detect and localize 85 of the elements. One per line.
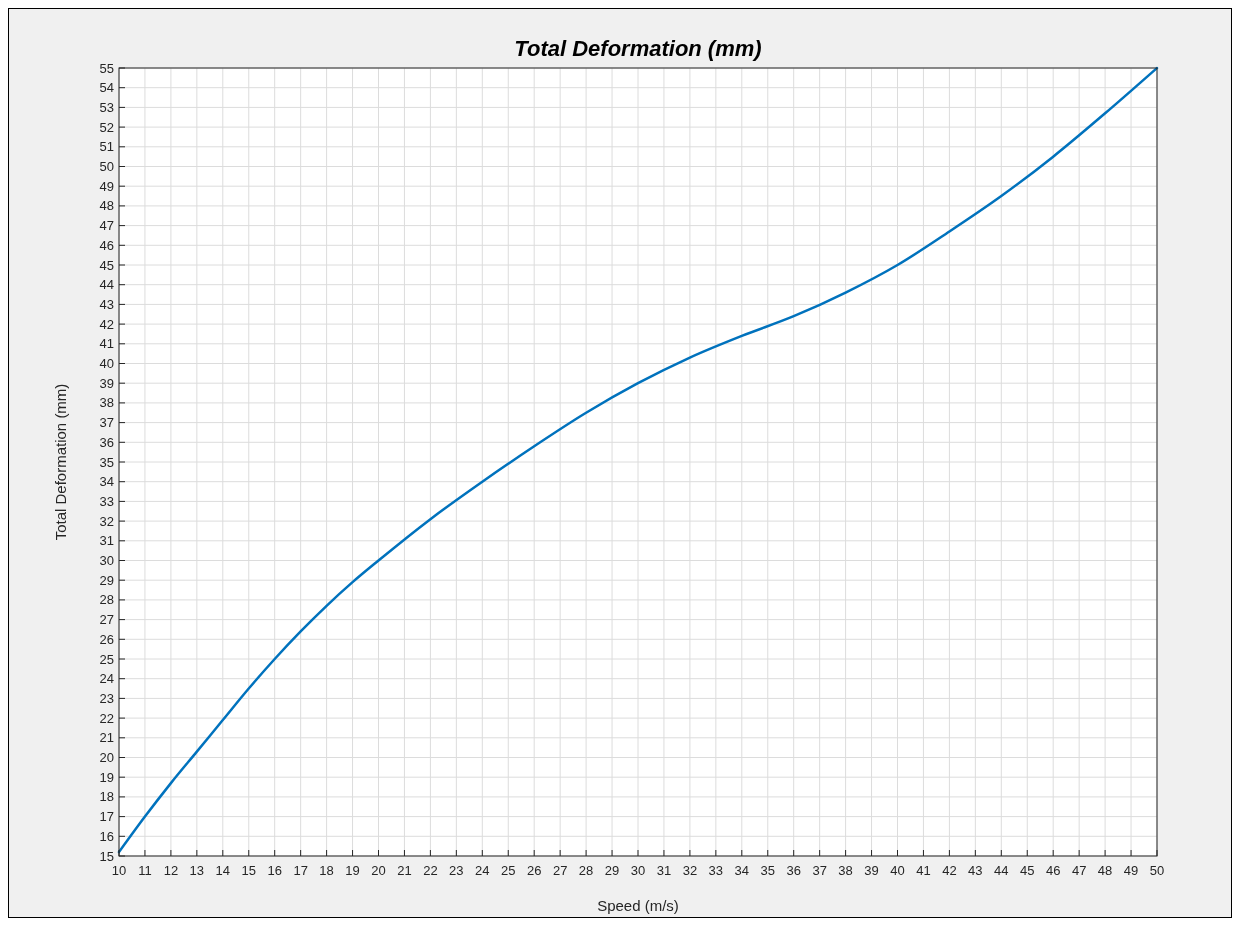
y-tick-label: 31 xyxy=(99,533,114,549)
y-tick-label: 43 xyxy=(99,296,114,312)
x-tick-label: 41 xyxy=(916,863,931,878)
x-tick-label: 32 xyxy=(682,863,698,878)
y-tick-label: 44 xyxy=(99,277,114,293)
x-tick-label: 20 xyxy=(371,863,386,878)
x-tick-label: 27 xyxy=(552,863,568,878)
x-tick-label: 45 xyxy=(1020,863,1035,878)
y-axis-title: Total Deformation (mm) xyxy=(52,383,69,541)
x-tick-label: 39 xyxy=(864,863,879,878)
x-tick-label: 12 xyxy=(163,863,179,878)
y-tick-label: 54 xyxy=(99,80,114,96)
x-tick-label: 28 xyxy=(578,863,594,878)
x-tick-label: 43 xyxy=(968,863,983,878)
y-tick-label: 42 xyxy=(99,316,114,332)
x-tick-label: 15 xyxy=(241,863,256,878)
x-tick-label: 16 xyxy=(267,863,282,878)
y-tick-label: 36 xyxy=(99,434,114,450)
y-tick-label: 37 xyxy=(99,415,114,431)
y-tick-label: 29 xyxy=(99,572,114,588)
x-tick-label: 18 xyxy=(319,863,334,878)
y-tick-label: 22 xyxy=(99,710,114,726)
y-tick-label: 34 xyxy=(99,474,114,490)
x-tick-label: 38 xyxy=(838,863,853,878)
x-tick-label: 37 xyxy=(812,863,827,878)
y-tick-label: 18 xyxy=(99,789,114,805)
x-tick-label: 49 xyxy=(1123,863,1139,878)
y-tick-label: 46 xyxy=(99,237,114,253)
x-tick-label: 30 xyxy=(630,863,646,878)
y-tick-label: 45 xyxy=(99,257,114,273)
x-tick-label: 13 xyxy=(189,863,205,878)
y-tick-label: 19 xyxy=(99,769,114,785)
y-tick-label: 51 xyxy=(99,139,114,155)
y-tick-label: 30 xyxy=(99,553,114,568)
x-tick-label: 36 xyxy=(786,863,801,878)
x-tick-label: 25 xyxy=(501,863,516,878)
y-tick-label: 40 xyxy=(99,356,114,371)
x-tick-label: 23 xyxy=(449,863,464,878)
x-tick-label: 22 xyxy=(423,863,438,878)
y-tick-label: 28 xyxy=(99,592,114,608)
x-axis-title: Speed (m/s) xyxy=(597,897,679,914)
y-tick-label: 33 xyxy=(99,493,114,509)
x-tick-label: 33 xyxy=(708,863,724,878)
x-tick-label: 47 xyxy=(1071,863,1087,878)
x-tick-label: 10 xyxy=(111,863,127,878)
y-tick-label: 32 xyxy=(99,513,114,529)
y-tick-label: 15 xyxy=(99,848,114,864)
x-tick-label: 19 xyxy=(345,863,360,878)
x-tick-label: 48 xyxy=(1097,863,1113,878)
y-tick-label: 26 xyxy=(99,631,114,647)
y-tick-label: 50 xyxy=(99,159,114,174)
x-tick-label: 11 xyxy=(138,863,152,878)
y-tick-label: 35 xyxy=(99,454,114,470)
y-tick-label: 55 xyxy=(99,60,114,76)
y-tick-label: 52 xyxy=(99,119,114,135)
x-tick-label: 31 xyxy=(656,863,672,878)
x-tick-label: 34 xyxy=(734,863,750,878)
x-tick-label: 26 xyxy=(526,863,542,878)
x-tick-label: 24 xyxy=(475,863,490,878)
y-tick-label: 48 xyxy=(99,198,114,214)
y-tick-label: 20 xyxy=(99,750,114,765)
y-tick-label: 17 xyxy=(99,809,114,825)
y-tick-label: 24 xyxy=(99,671,114,687)
y-tick-label: 49 xyxy=(99,178,114,194)
y-tick-label: 23 xyxy=(99,690,114,706)
y-tick-label: 53 xyxy=(99,99,114,115)
x-tick-label: 40 xyxy=(890,863,905,878)
y-tick-label: 25 xyxy=(99,651,114,667)
x-tick-label: 21 xyxy=(397,863,412,878)
x-tick-label: 46 xyxy=(1045,863,1061,878)
y-tick-label: 21 xyxy=(99,730,114,746)
x-tick-label: 14 xyxy=(215,863,231,878)
chart-title: Total Deformation (mm) xyxy=(514,36,762,61)
x-tick-label: 29 xyxy=(604,863,620,878)
y-tick-label: 47 xyxy=(99,218,114,234)
x-tick-label: 35 xyxy=(760,863,775,878)
x-tick-label: 42 xyxy=(942,863,957,878)
y-tick-label: 38 xyxy=(99,395,114,411)
x-tick-label: 44 xyxy=(994,863,1009,878)
y-tick-label: 27 xyxy=(99,612,114,628)
y-tick-label: 16 xyxy=(99,828,114,844)
y-tick-label: 39 xyxy=(99,375,114,391)
x-tick-label: 17 xyxy=(293,863,308,878)
x-tick-label: 50 xyxy=(1149,863,1165,878)
y-tick-label: 41 xyxy=(99,336,114,352)
